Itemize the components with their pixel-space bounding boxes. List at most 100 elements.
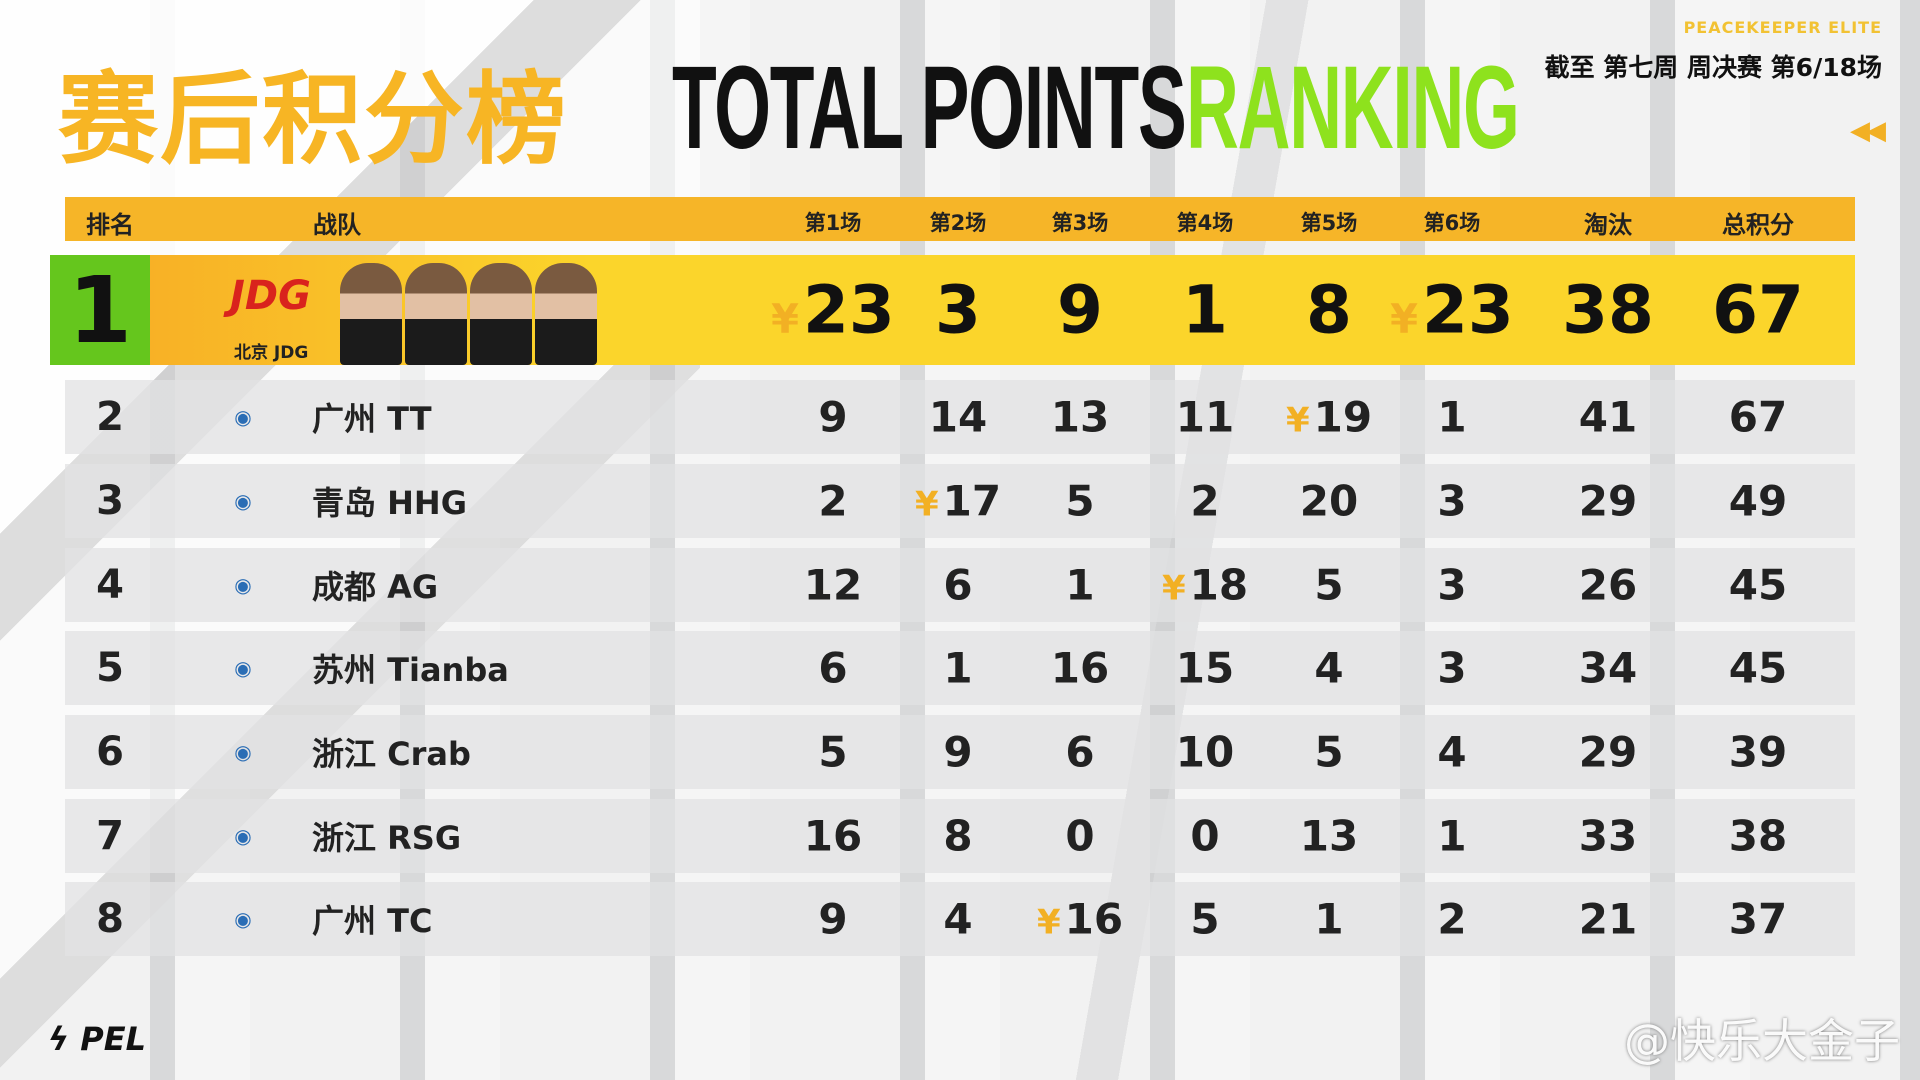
game-6-points: 4 [1437,728,1466,777]
table-row-leader: 1 JDG 北京 JDG ¥23 3 9 1 8 ¥23 38 67 [50,255,1855,365]
points-value: 16 [1050,643,1110,693]
game-5-points: 1 [1314,895,1343,944]
game-2-points: 3 [935,272,981,349]
points-value: 14 [928,392,988,442]
team-logo: ◉ [234,740,252,764]
title-total-points: TOTAL POINTS [672,42,1187,174]
team-logo: ◉ [234,573,252,597]
match-progress: 截至 第七周 周决赛 第6/18场 [1544,53,1882,82]
table-row: 2 ◉ 广州 TT 9 14 13 11 ¥19 1 41 67 [65,380,1855,454]
team-name: 苏州 Tianba [312,651,509,689]
game-2-points: 1 [943,644,972,693]
game-6-points: ¥23 [1390,272,1514,349]
game-5-points: ¥19 [1286,393,1372,442]
game-1-points: ¥23 [771,272,895,349]
rank: 6 [96,729,124,775]
team-logo: ◉ [234,907,252,931]
game-1-points: 9 [818,895,847,944]
game-5-points: 8 [1306,272,1352,349]
game-6-points: 3 [1437,644,1466,693]
points-value: 9 [1057,271,1103,349]
game-3-points: 1 [1065,561,1094,610]
points-value: 13 [1050,392,1110,442]
table-row: 4 ◉ 成都 AG 12 6 1 ¥18 5 3 26 45 [65,548,1855,622]
team-name: 浙江 RSG [312,819,462,857]
game-4-points: 5 [1190,895,1219,944]
team-logo: ◉ [234,405,252,429]
game-2-points: 8 [943,812,972,861]
game-3-points: 16 [1051,644,1109,693]
points-value: 1 [1437,811,1467,861]
game-4-points: 2 [1190,477,1219,526]
team-name: 广州 TT [312,400,432,438]
points-value: 15 [1175,643,1235,693]
game-1-points: 5 [818,728,847,777]
table-row: 8 ◉ 广州 TC 9 4 ¥16 5 1 2 21 37 [65,882,1855,956]
team-name: 北京 JDG [234,343,309,363]
points-value: 2 [1190,476,1220,526]
pel-logo: ϟ PEL [48,1020,146,1058]
game-3-points: 9 [1057,272,1103,349]
points-value: 3 [1437,643,1467,693]
points-value: 3 [1437,476,1467,526]
rank: 1 [50,255,150,365]
game-5-points: 13 [1300,812,1358,861]
kills-value: 33 [1578,811,1638,861]
team-name: 浙江 Crab [312,735,471,773]
points-value: 9 [818,392,848,442]
points-value: 6 [818,643,848,693]
game-2-points: 4 [943,895,972,944]
chicken-dinner-icon: ¥ [1036,902,1061,943]
watermark: @快乐大金子 [1624,1014,1900,1068]
points-value: 5 [1314,727,1344,777]
game-4-points: 10 [1176,728,1234,777]
points-value: 5 [1190,894,1220,944]
points-value: 19 [1313,392,1373,442]
points-value: 1 [1437,392,1467,442]
game-3-points: 5 [1065,477,1094,526]
game-1-points: 12 [804,561,862,610]
points-value: 0 [1190,811,1220,861]
points-value: 2 [818,476,848,526]
game-3-points: 13 [1051,393,1109,442]
points-value: 4 [1314,643,1344,693]
game-4-points: 15 [1176,644,1234,693]
points-value: 6 [943,560,973,610]
points-value: 1 [943,643,973,693]
game-1-points: 16 [804,812,862,861]
points-value: 23 [1421,271,1514,349]
points-value: 12 [803,560,863,610]
jdg-logo: JDG [230,273,311,319]
points-value: 16 [1064,894,1124,944]
title-chinese: 赛后积分榜 [58,61,568,178]
game-2-points: 6 [943,561,972,610]
game-5-points: 20 [1300,477,1358,526]
chicken-dinner-icon: ¥ [1285,400,1310,441]
col-game6: 第6场 [1423,211,1481,235]
team-name: 成都 AG [312,568,439,606]
kills-value: 21 [1578,894,1638,944]
team-name: 青岛 HHG [312,484,467,522]
game-5-points: 5 [1314,561,1343,610]
points-value: 5 [818,727,848,777]
game-4-points: 1 [1182,272,1228,349]
chicken-dinner-icon: ¥ [914,484,939,525]
total-value: 67 [1728,392,1788,442]
col-team: 战队 [313,211,361,239]
points-value: 4 [943,894,973,944]
kills-value: 38 [1562,271,1654,349]
points-value: 9 [818,894,848,944]
points-value: 9 [943,727,973,777]
chicken-dinner-icon: ¥ [1390,296,1418,343]
total-value: 45 [1728,643,1788,693]
col-game2: 第2场 [929,211,987,235]
points-value: 18 [1189,560,1249,610]
col-game4: 第4场 [1176,211,1234,235]
game-1-points: 2 [818,477,847,526]
points-value: 16 [803,811,863,861]
points-value: 1 [1314,894,1344,944]
game-6-points: 2 [1437,895,1466,944]
chicken-dinner-icon: ¥ [1161,568,1186,609]
team-logo: ◉ [234,489,252,513]
table-header: 排名 战队 第1场 第2场 第3场 第4场 第5场 第6场 淘汰 总积分 [65,197,1855,241]
